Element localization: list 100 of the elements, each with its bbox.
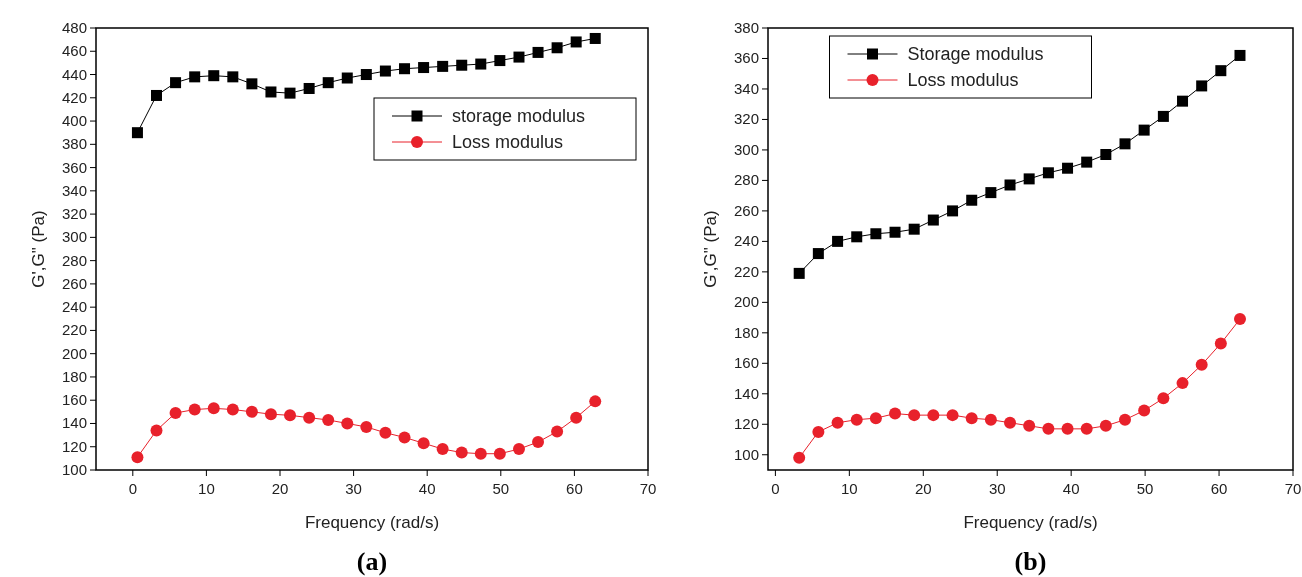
point [169, 407, 182, 420]
point [889, 226, 901, 238]
point [188, 403, 201, 416]
point [398, 431, 411, 444]
point [551, 425, 564, 438]
point [456, 59, 468, 71]
point [189, 71, 201, 83]
point [570, 36, 582, 48]
y-tick-label: 200 [61, 344, 87, 362]
point [1233, 313, 1246, 326]
y-tick-label: 380 [61, 135, 87, 153]
x-tick-label: 40 [1062, 480, 1080, 497]
y-tick-label: 300 [61, 228, 87, 246]
x-axis-title: Frequency (rad/s) [963, 513, 1098, 532]
point [532, 436, 545, 449]
point [812, 248, 824, 260]
legend-label: Loss modulus [907, 70, 1019, 90]
point [908, 409, 921, 422]
point [475, 58, 487, 70]
point [1023, 419, 1036, 432]
point [1080, 422, 1093, 435]
point [341, 72, 353, 84]
x-tick-label: 0 [771, 480, 780, 497]
point [589, 395, 602, 408]
point [831, 416, 844, 429]
point [947, 205, 959, 217]
y-tick-label: 320 [61, 205, 87, 223]
point [1061, 422, 1074, 435]
point [1081, 156, 1093, 168]
point [264, 408, 277, 421]
y-tick-label: 340 [733, 79, 759, 97]
point [1062, 162, 1074, 174]
y-tick-label: 360 [733, 49, 759, 67]
point [131, 127, 143, 139]
point [1119, 138, 1131, 150]
x-tick-label: 30 [345, 480, 362, 497]
y-tick-label: 200 [733, 293, 759, 311]
point [284, 87, 296, 99]
x-axis-title: Frequency (rad/s) [304, 513, 440, 532]
point [793, 451, 806, 464]
y-tick-label: 440 [61, 65, 87, 83]
point [793, 267, 805, 279]
point [1100, 149, 1112, 160]
point [965, 412, 978, 425]
text: (a) [356, 547, 388, 576]
point [985, 187, 997, 199]
point [245, 405, 258, 418]
y-tick-label: 420 [61, 88, 87, 106]
point [1119, 413, 1131, 426]
point [284, 409, 297, 422]
y-tick-label: 460 [61, 42, 87, 60]
legend-label: storage modulus [452, 106, 586, 126]
point [927, 409, 940, 422]
y-tick-label: 160 [733, 354, 759, 372]
point [399, 63, 411, 75]
point [227, 71, 239, 83]
point [870, 228, 882, 240]
y-tick-label: 360 [61, 158, 87, 176]
point [170, 77, 182, 89]
point [131, 451, 144, 464]
point [207, 402, 220, 415]
point [551, 42, 563, 54]
y-tick-label: 100 [733, 445, 759, 463]
point [812, 425, 825, 438]
x-tick-label: 20 [914, 480, 932, 497]
point [151, 89, 162, 101]
y-tick-label: 140 [733, 384, 759, 402]
y-tick-label: 400 [61, 112, 87, 130]
point [455, 446, 468, 459]
point [1042, 422, 1055, 435]
point [246, 78, 258, 90]
point [532, 46, 544, 58]
text: (b) [1014, 547, 1047, 576]
y-tick-label: 220 [733, 262, 759, 280]
y-tick-label: 240 [733, 232, 759, 250]
x-tick-label: 60 [566, 480, 583, 497]
legend-label: Loss modulus [452, 132, 564, 152]
y-tick-label: 100 [61, 461, 87, 478]
point [1138, 404, 1151, 417]
y-tick-label: 480 [61, 19, 87, 36]
point [908, 223, 920, 235]
point [927, 214, 939, 226]
point [889, 407, 902, 420]
y-tick-label: 320 [733, 110, 759, 128]
point [436, 443, 449, 456]
point [437, 60, 449, 72]
y-tick-label: 260 [61, 274, 87, 292]
point [1215, 65, 1227, 77]
point [474, 447, 487, 460]
point [513, 51, 525, 63]
point [493, 447, 506, 460]
point [1234, 49, 1246, 61]
point [1214, 337, 1227, 350]
y-tick-label: 340 [61, 181, 87, 199]
point [1023, 173, 1035, 185]
point [1099, 419, 1112, 432]
x-tick-label: 70 [639, 480, 657, 497]
x-tick-label: 40 [418, 480, 436, 497]
point [341, 417, 354, 430]
point [360, 420, 373, 433]
